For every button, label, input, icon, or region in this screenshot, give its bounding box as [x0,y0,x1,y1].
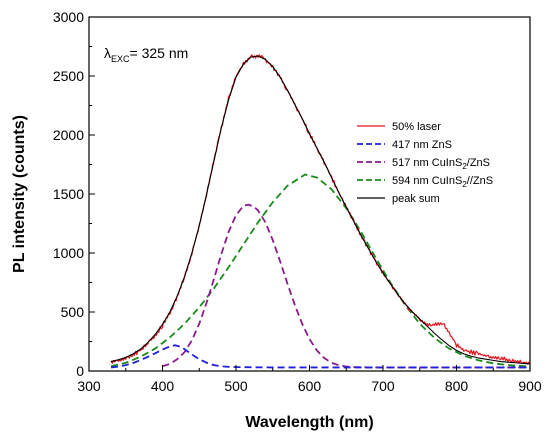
x-tick-label: 700 [371,378,395,394]
x-tick-label: 900 [518,378,542,394]
y-tick-label: 3000 [53,9,84,25]
y-tick-label: 2500 [53,68,84,84]
x-tick-label: 800 [445,378,469,394]
series-line-3 [110,173,531,368]
series-line-0 [110,54,531,365]
plot-frame [88,16,531,372]
x-tick-label: 500 [224,378,248,394]
axis-ticks [88,16,531,372]
legend-label: 517 nm CuInS2/ZnS [392,157,490,171]
lambda-subscript: EXC [111,54,130,64]
lambda-value: = 325 nm [130,45,189,61]
y-tick-label: 1000 [53,245,84,261]
excitation-wavelength-annotation: λEXC= 325 nm [104,45,188,64]
y-tick-label: 1500 [53,186,84,202]
legend-label: 417 nm ZnS [392,139,452,151]
x-tick-label: 400 [151,378,175,394]
legend-label: 50% laser [392,121,441,133]
y-axis-title: PL intensity (counts) [11,115,28,273]
series-line-4 [110,55,531,365]
series-line-1 [110,344,530,369]
x-tick-label: 600 [298,378,322,394]
legend: 50% laser 417 nm ZnS 517 nm CuInS2/ZnS 594 … [357,121,493,205]
y-tick-label: 0 [76,363,84,379]
x-tick-label: 300 [77,378,101,394]
y-tick-label: 2000 [53,127,84,143]
lambda-symbol: λ [104,45,111,61]
x-axis-title: Wavelength (nm) [245,414,373,431]
legend-label: peak sum [392,193,440,205]
series-line-2 [162,203,530,369]
axis-tick-labels: 300 400 500 600 700 800 900 0 500 1000 1500 2000 250… [53,9,542,394]
plot-lines [110,54,531,369]
legend-label: 594 nm CuInS2//ZnS [392,175,493,189]
y-tick-label: 500 [61,304,85,320]
